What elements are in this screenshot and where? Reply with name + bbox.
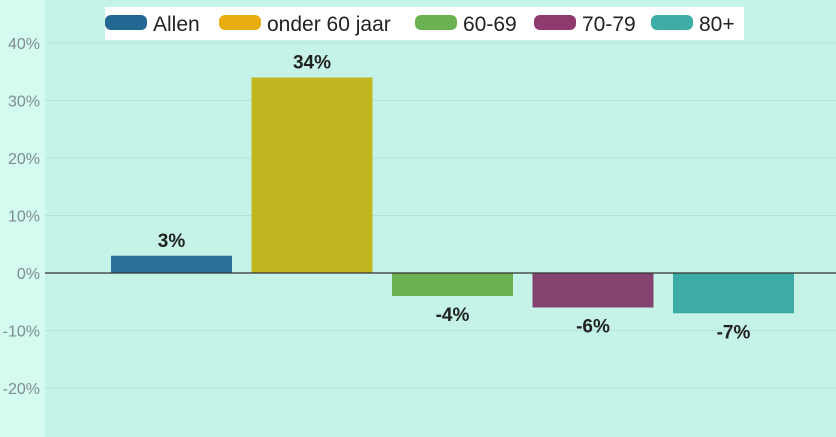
legend-swatch	[105, 15, 147, 30]
y-axis-ticks: -20% -10% 0% 10% 20% 30% 40%	[3, 36, 40, 398]
legend-label: 80+	[699, 13, 735, 36]
bar-onder-60-jaar	[251, 77, 373, 273]
plot-area	[45, 0, 836, 437]
legend-swatch	[534, 15, 576, 30]
legend-swatch	[219, 15, 261, 30]
legend: Allen onder 60 jaar 60-69 70-79 80+	[105, 7, 744, 40]
bars	[111, 77, 794, 314]
legend-label: 60-69	[463, 13, 517, 36]
y-tick-label: 30%	[8, 94, 40, 111]
y-tick-label: 10%	[8, 209, 40, 226]
data-label: -4%	[436, 305, 470, 326]
legend-swatch	[651, 15, 693, 30]
data-label: 34%	[293, 53, 331, 74]
data-label: -7%	[717, 322, 751, 343]
y-tick-label: 20%	[8, 151, 40, 168]
legend-label: 70-79	[582, 13, 636, 36]
data-label: 3%	[158, 231, 186, 252]
y-tick-label: -20%	[3, 381, 40, 398]
gridlines	[45, 42, 836, 389]
bar-80+	[673, 273, 794, 314]
legend-label: onder 60 jaar	[267, 13, 391, 36]
data-label: -6%	[576, 317, 610, 338]
legend-swatch	[415, 15, 457, 30]
data-labels: 3% 34% -4% -6% -7%	[158, 53, 751, 344]
y-tick-label: 40%	[8, 36, 40, 53]
bar-Allen	[111, 255, 232, 273]
legend-label: Allen	[153, 13, 200, 36]
y-tick-label: -10%	[3, 324, 40, 341]
bar-70-79	[532, 273, 654, 308]
bar-60-69	[392, 273, 513, 296]
y-tick-label: 0%	[17, 266, 40, 283]
